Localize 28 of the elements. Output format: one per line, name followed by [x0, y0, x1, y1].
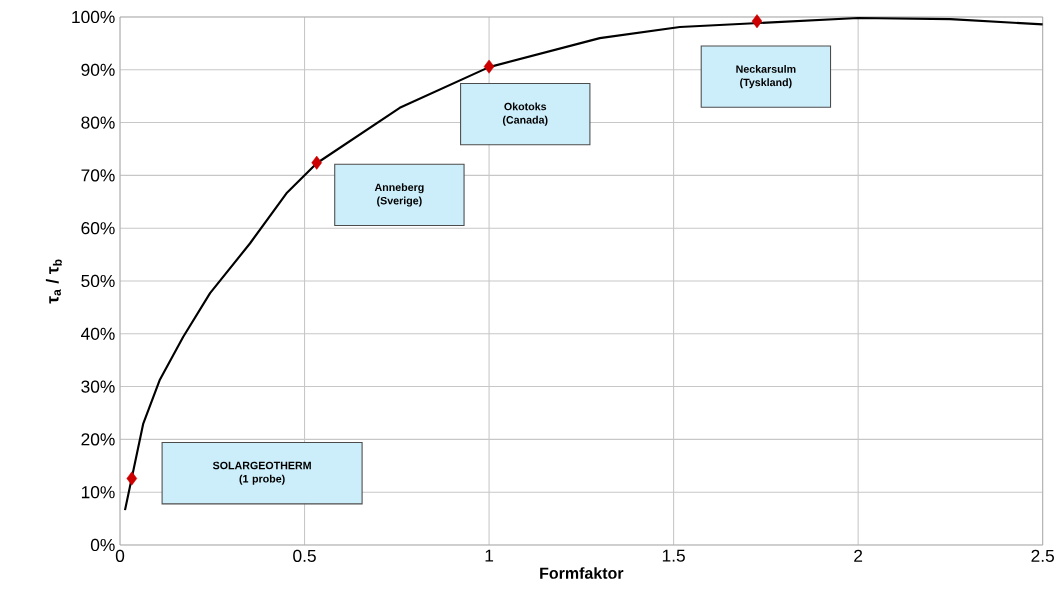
y-axis-title: τ$_{a}$ / τ$_{b}$	[45, 259, 62, 304]
y-tick-label: 90%	[81, 63, 115, 76]
y-tick-label: 30%	[81, 380, 115, 393]
x-tick-label: 0	[115, 549, 125, 562]
annotation: Anneberg (Sverige)	[374, 183, 424, 207]
y-tick-label: 100%	[72, 10, 115, 24]
y-tick-label: 10%	[81, 486, 115, 499]
line-series	[123, 16, 1044, 512]
x-tick-label: 0.5	[293, 549, 316, 562]
y-tick-label: 20%	[81, 433, 115, 446]
x-tick-label: 1.5	[662, 549, 685, 562]
y-tick-label: 40%	[81, 327, 115, 340]
annotation: SOLARGEOTHERM (1 probe)	[212, 461, 311, 485]
point	[126, 471, 138, 486]
y-tick-label: 70%	[81, 169, 115, 182]
y-tick-label: 80%	[81, 116, 115, 129]
y-tick-label: 50%	[81, 274, 115, 288]
x-tick-label: 2	[854, 549, 863, 562]
annotation: Neckarsulm (Tyskland)	[736, 65, 796, 89]
y-tick-label: 60%	[81, 222, 115, 235]
x-axis-title: Formfaktor	[540, 567, 624, 579]
y-tick-label: 0%	[90, 538, 115, 552]
x-tick-label: 1	[485, 549, 494, 562]
point	[483, 59, 495, 74]
point	[751, 14, 763, 29]
x-tick-label: 2.5	[1031, 549, 1054, 562]
point	[311, 155, 322, 170]
annotation: Okotoks (Canada)	[502, 102, 548, 126]
